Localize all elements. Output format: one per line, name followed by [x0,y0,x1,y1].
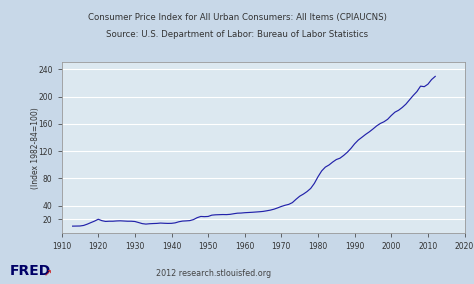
Y-axis label: (Index 1982-84=100): (Index 1982-84=100) [31,107,40,189]
Text: Consumer Price Index for All Urban Consumers: All Items (CPIAUCNS): Consumer Price Index for All Urban Consu… [88,13,386,22]
Text: ↗: ↗ [44,268,52,278]
Text: Source: U.S. Department of Labor: Bureau of Labor Statistics: Source: U.S. Department of Labor: Bureau… [106,30,368,39]
Text: FRED: FRED [9,264,51,278]
Text: 2012 research.stlouisfed.org: 2012 research.stlouisfed.org [156,269,271,278]
